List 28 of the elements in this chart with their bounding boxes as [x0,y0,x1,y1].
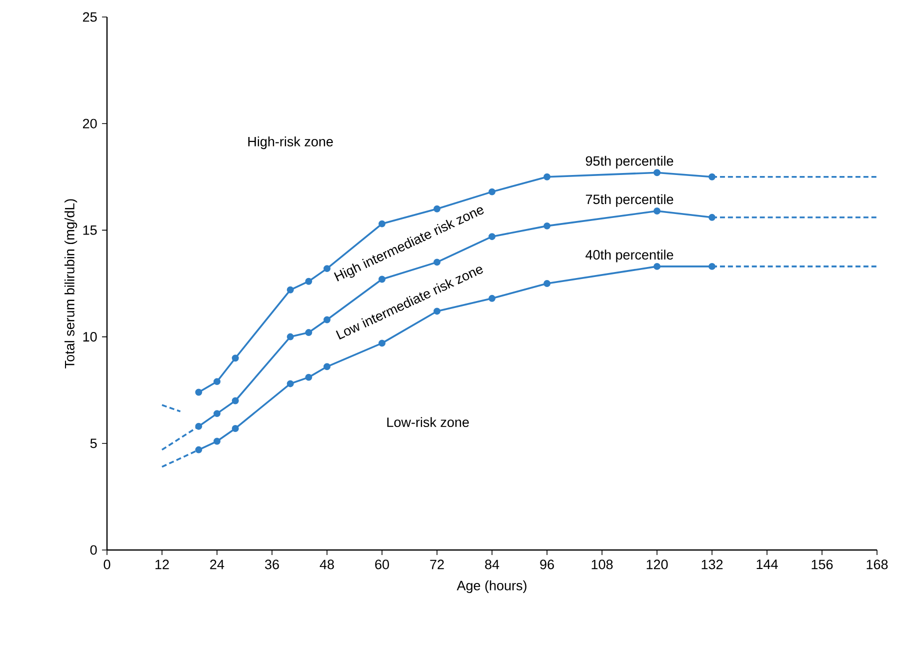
y-tick-label: 15 [83,225,97,235]
y-axis-title: Total serum bilirubin (mg/dL) [64,199,78,368]
y-tick-label: 10 [83,332,97,342]
annotation: Low-risk zone [387,417,469,428]
x-tick-label: 168 [866,560,888,570]
y-tick-label: 20 [82,118,97,128]
x-tick-label: 108 [592,560,613,570]
series-label: 95th percentile [586,156,674,168]
x-tick-label: 36 [265,560,279,570]
x-tick-label: 48 [320,560,334,570]
x-tick-label: 60 [375,560,389,570]
y-tick-label: 25 [82,12,97,22]
x-tick-label: 144 [756,560,778,569]
x-tick-label: 24 [210,560,224,570]
x-tick-label: 0 [104,560,110,570]
series-label: 75th percentile [586,194,674,207]
x-tick-label: 96 [540,560,554,570]
y-tick-label: 5 [90,438,97,448]
x-tick-label: 132 [702,560,723,570]
x-tick-label: 84 [485,560,500,570]
y-tick-label: 0 [90,545,97,555]
x-axis-title: Age (hours) [456,580,526,594]
x-tick-label: 156 [812,560,833,570]
annotation: High-risk zone [248,136,333,150]
x-tick-label: 72 [430,560,444,570]
series-label: 40th percentile [586,250,674,262]
x-tick-label: 120 [646,560,668,570]
x-tick-label: 12 [156,560,169,570]
